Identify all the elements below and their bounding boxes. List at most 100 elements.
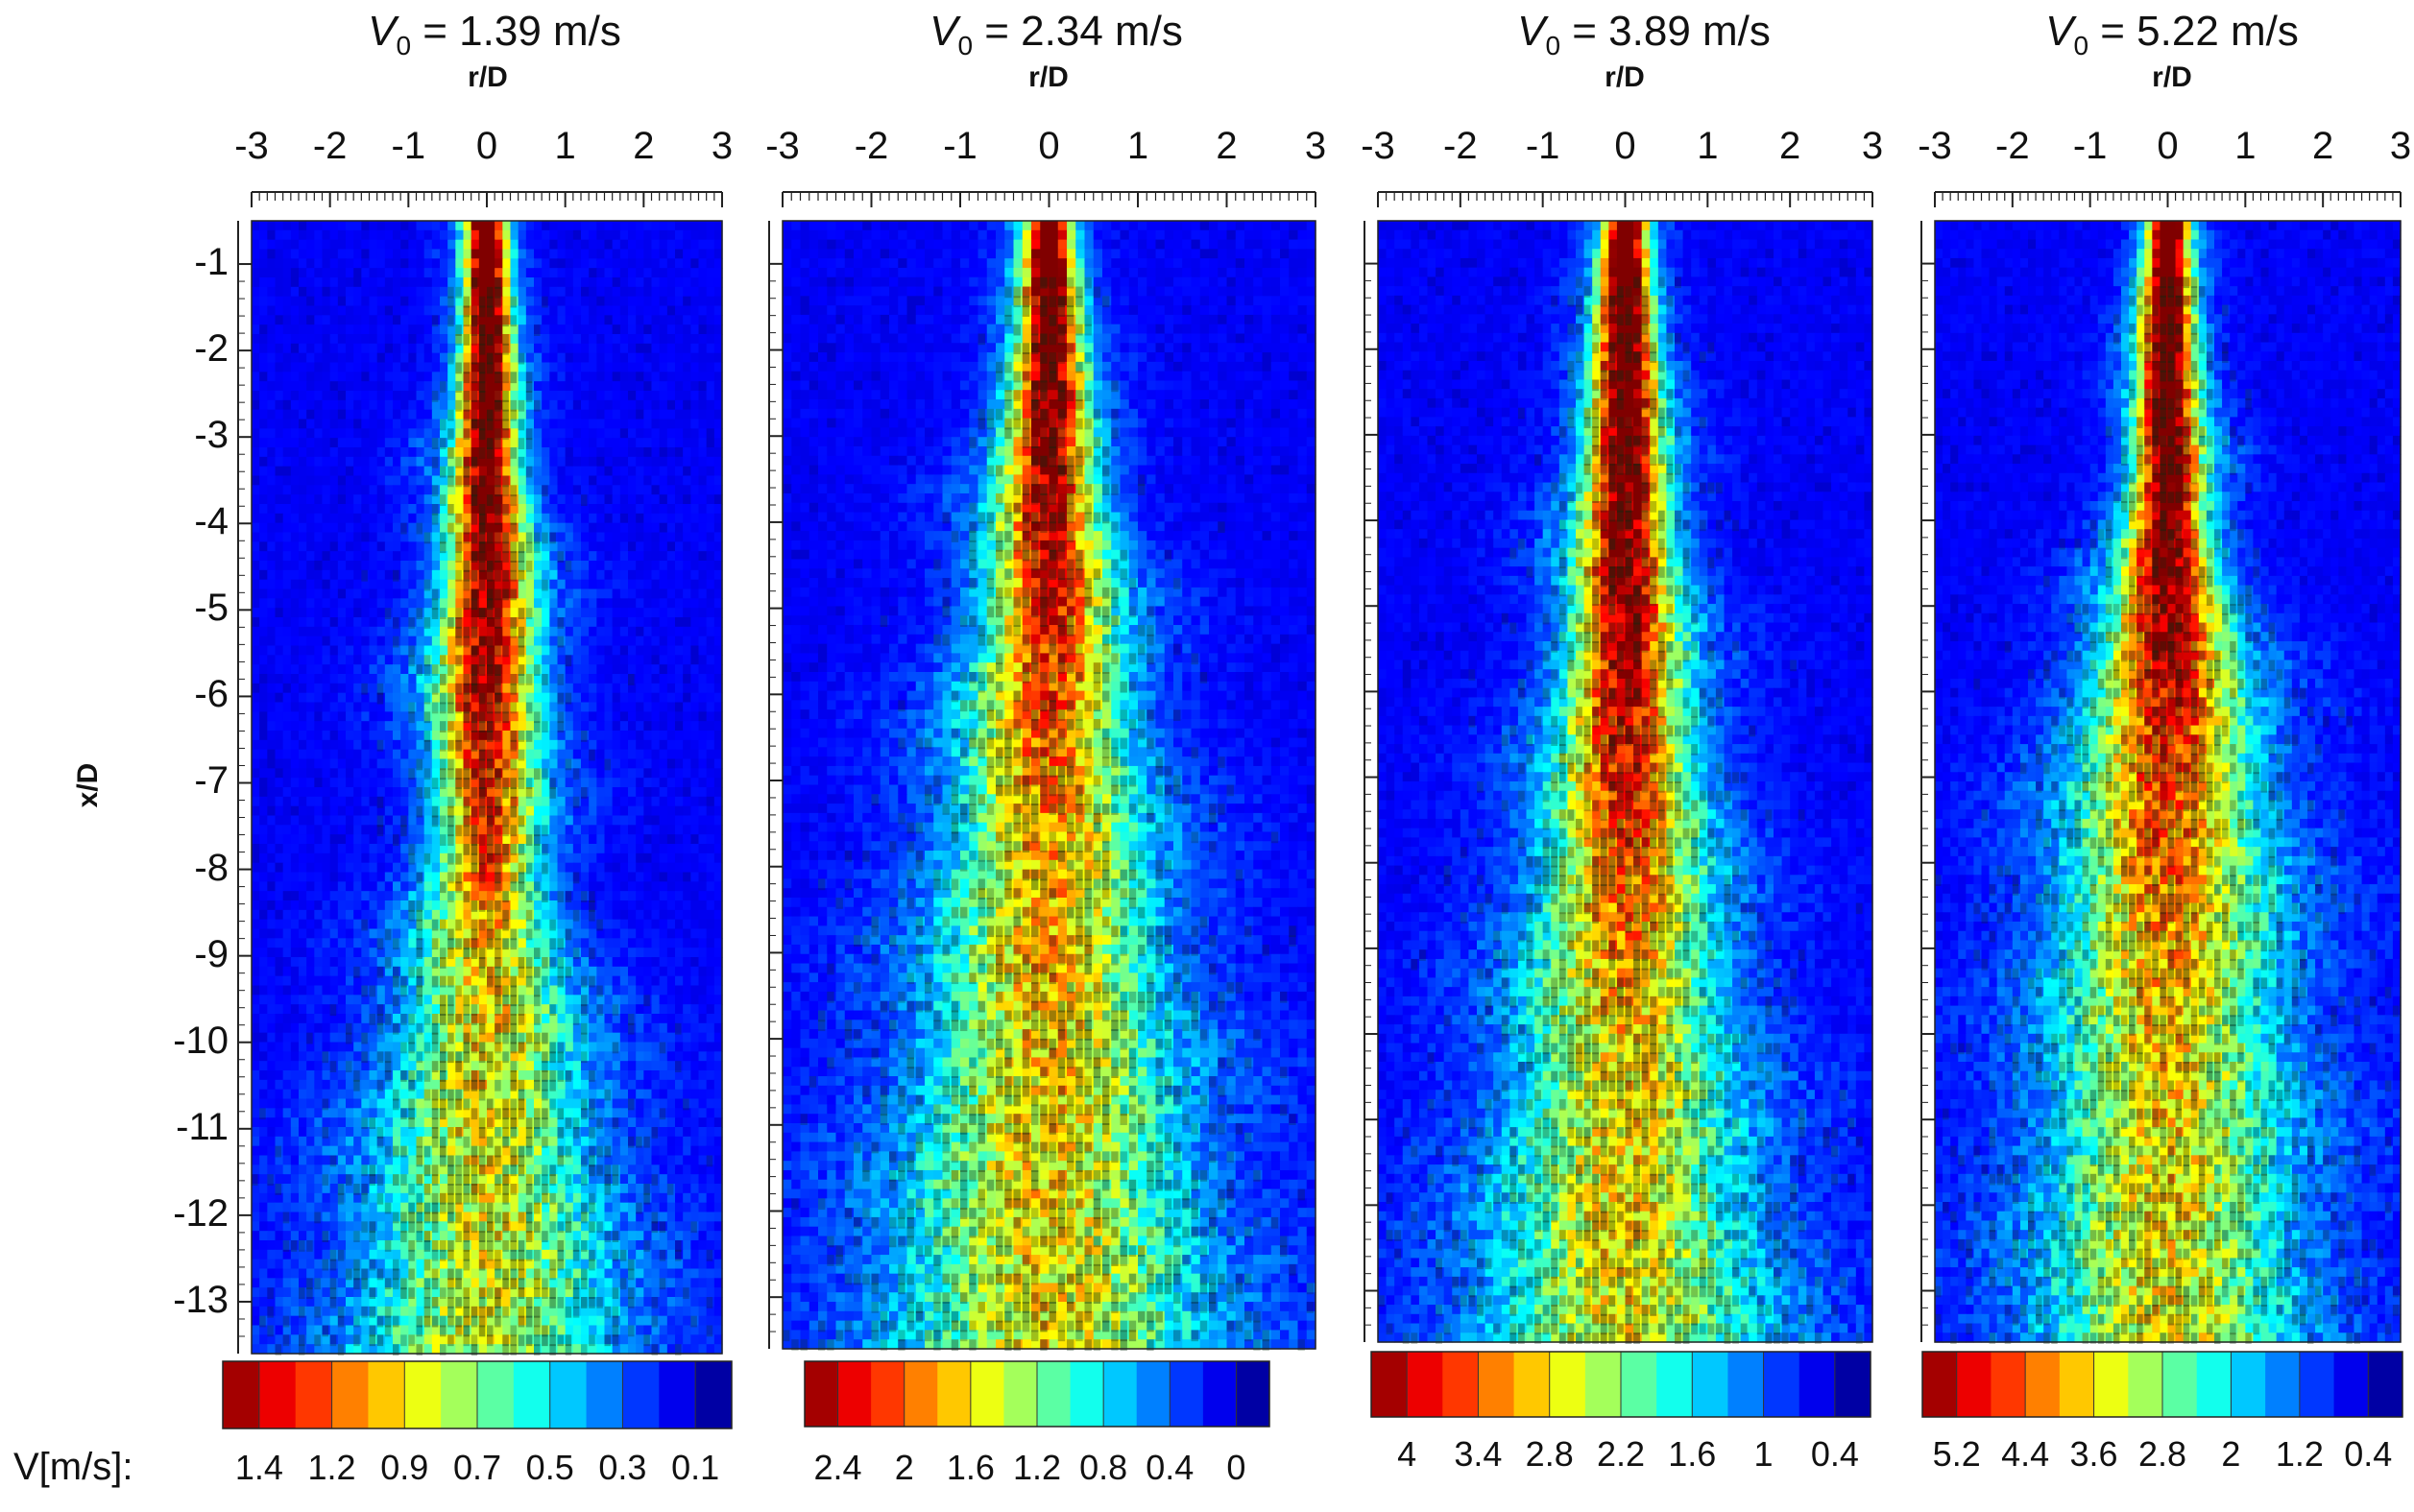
field-cell (620, 778, 629, 787)
field-cell (314, 438, 323, 447)
field-cell (620, 721, 629, 731)
field-cell (542, 428, 550, 438)
field-cell (276, 258, 284, 268)
field-cell (346, 929, 354, 939)
field-cell (291, 315, 300, 324)
field-cell (613, 929, 621, 939)
field-cell (338, 986, 347, 996)
field-cell (370, 825, 378, 834)
field-cell (652, 391, 661, 400)
field-cell (660, 230, 668, 240)
field-cell (589, 684, 597, 693)
field-cell (699, 664, 708, 674)
field-cell (393, 920, 401, 929)
field-cell (526, 277, 535, 287)
field-cell (549, 277, 558, 287)
field-cell (306, 759, 315, 769)
field-cell (699, 589, 708, 599)
field-cell (690, 467, 699, 476)
field-cell (267, 334, 276, 344)
field-cell (338, 891, 347, 900)
field-cell (573, 485, 582, 494)
field-cell (323, 703, 331, 712)
field-cell (338, 664, 347, 674)
field-cell (675, 428, 684, 438)
field-cell (338, 750, 347, 759)
field-cell (283, 891, 292, 900)
field-cell (283, 995, 292, 1004)
field-cell (589, 381, 597, 391)
field-cell (620, 617, 629, 627)
field-cell (252, 711, 260, 721)
field-cell (377, 485, 386, 494)
field-cell (613, 306, 621, 316)
field-cell (471, 976, 480, 986)
field-cell (675, 636, 684, 646)
field-cell (259, 900, 268, 910)
field-cell (276, 457, 284, 467)
field-cell (330, 391, 339, 400)
field-cell (549, 816, 558, 826)
field-cell (495, 315, 503, 324)
field-cell (299, 598, 307, 608)
field-cell (370, 541, 378, 551)
field-cell (690, 514, 699, 523)
field-cell (283, 580, 292, 589)
field-cell (385, 334, 394, 344)
field-cell (408, 881, 417, 891)
field-cell (699, 277, 708, 287)
field-cell (519, 938, 527, 948)
field-cell (276, 353, 284, 363)
field-cell (424, 523, 433, 533)
field-cell (660, 268, 668, 277)
field-cell (636, 589, 644, 599)
field-cell (283, 986, 292, 996)
field-cell (589, 881, 597, 891)
field-cell (306, 995, 315, 1004)
field-cell (291, 711, 300, 721)
field-cell (314, 287, 323, 297)
field-cell (620, 834, 629, 844)
field-cell (299, 816, 307, 826)
field-cell (519, 221, 527, 230)
field-cell (628, 494, 637, 504)
field-cell (259, 967, 268, 976)
field-cell (408, 636, 417, 646)
field-cell (330, 731, 339, 740)
field-cell (400, 693, 409, 703)
field-cell (660, 617, 668, 627)
field-cell (667, 655, 676, 664)
field-cell (306, 551, 315, 561)
field-cell (330, 967, 339, 976)
field-cell (314, 561, 323, 570)
field-cell (526, 995, 535, 1004)
field-cell (267, 910, 276, 920)
field-cell (306, 929, 315, 939)
field-cell (519, 589, 527, 599)
field-cell (291, 287, 300, 297)
field-cell (299, 287, 307, 297)
field-cell (314, 381, 323, 391)
field-cell (566, 258, 574, 268)
field-cell (330, 844, 339, 853)
field-cell (464, 929, 472, 939)
field-cell (314, 806, 323, 816)
field-cell (667, 740, 676, 750)
field-cell (573, 420, 582, 429)
field-cell (643, 787, 652, 797)
field-cell (314, 447, 323, 457)
field-cell (667, 834, 676, 844)
field-cell (596, 438, 605, 447)
field-cell (323, 598, 331, 608)
field-cell (306, 778, 315, 787)
field-cell (299, 363, 307, 372)
field-cell (267, 967, 276, 976)
field-cell (675, 834, 684, 844)
field-cell (385, 711, 394, 721)
field-cell (330, 438, 339, 447)
field-cell (502, 693, 511, 703)
field-cell (589, 863, 597, 873)
field-cell (636, 240, 644, 250)
field-cell (605, 778, 614, 787)
field-cell (675, 485, 684, 494)
